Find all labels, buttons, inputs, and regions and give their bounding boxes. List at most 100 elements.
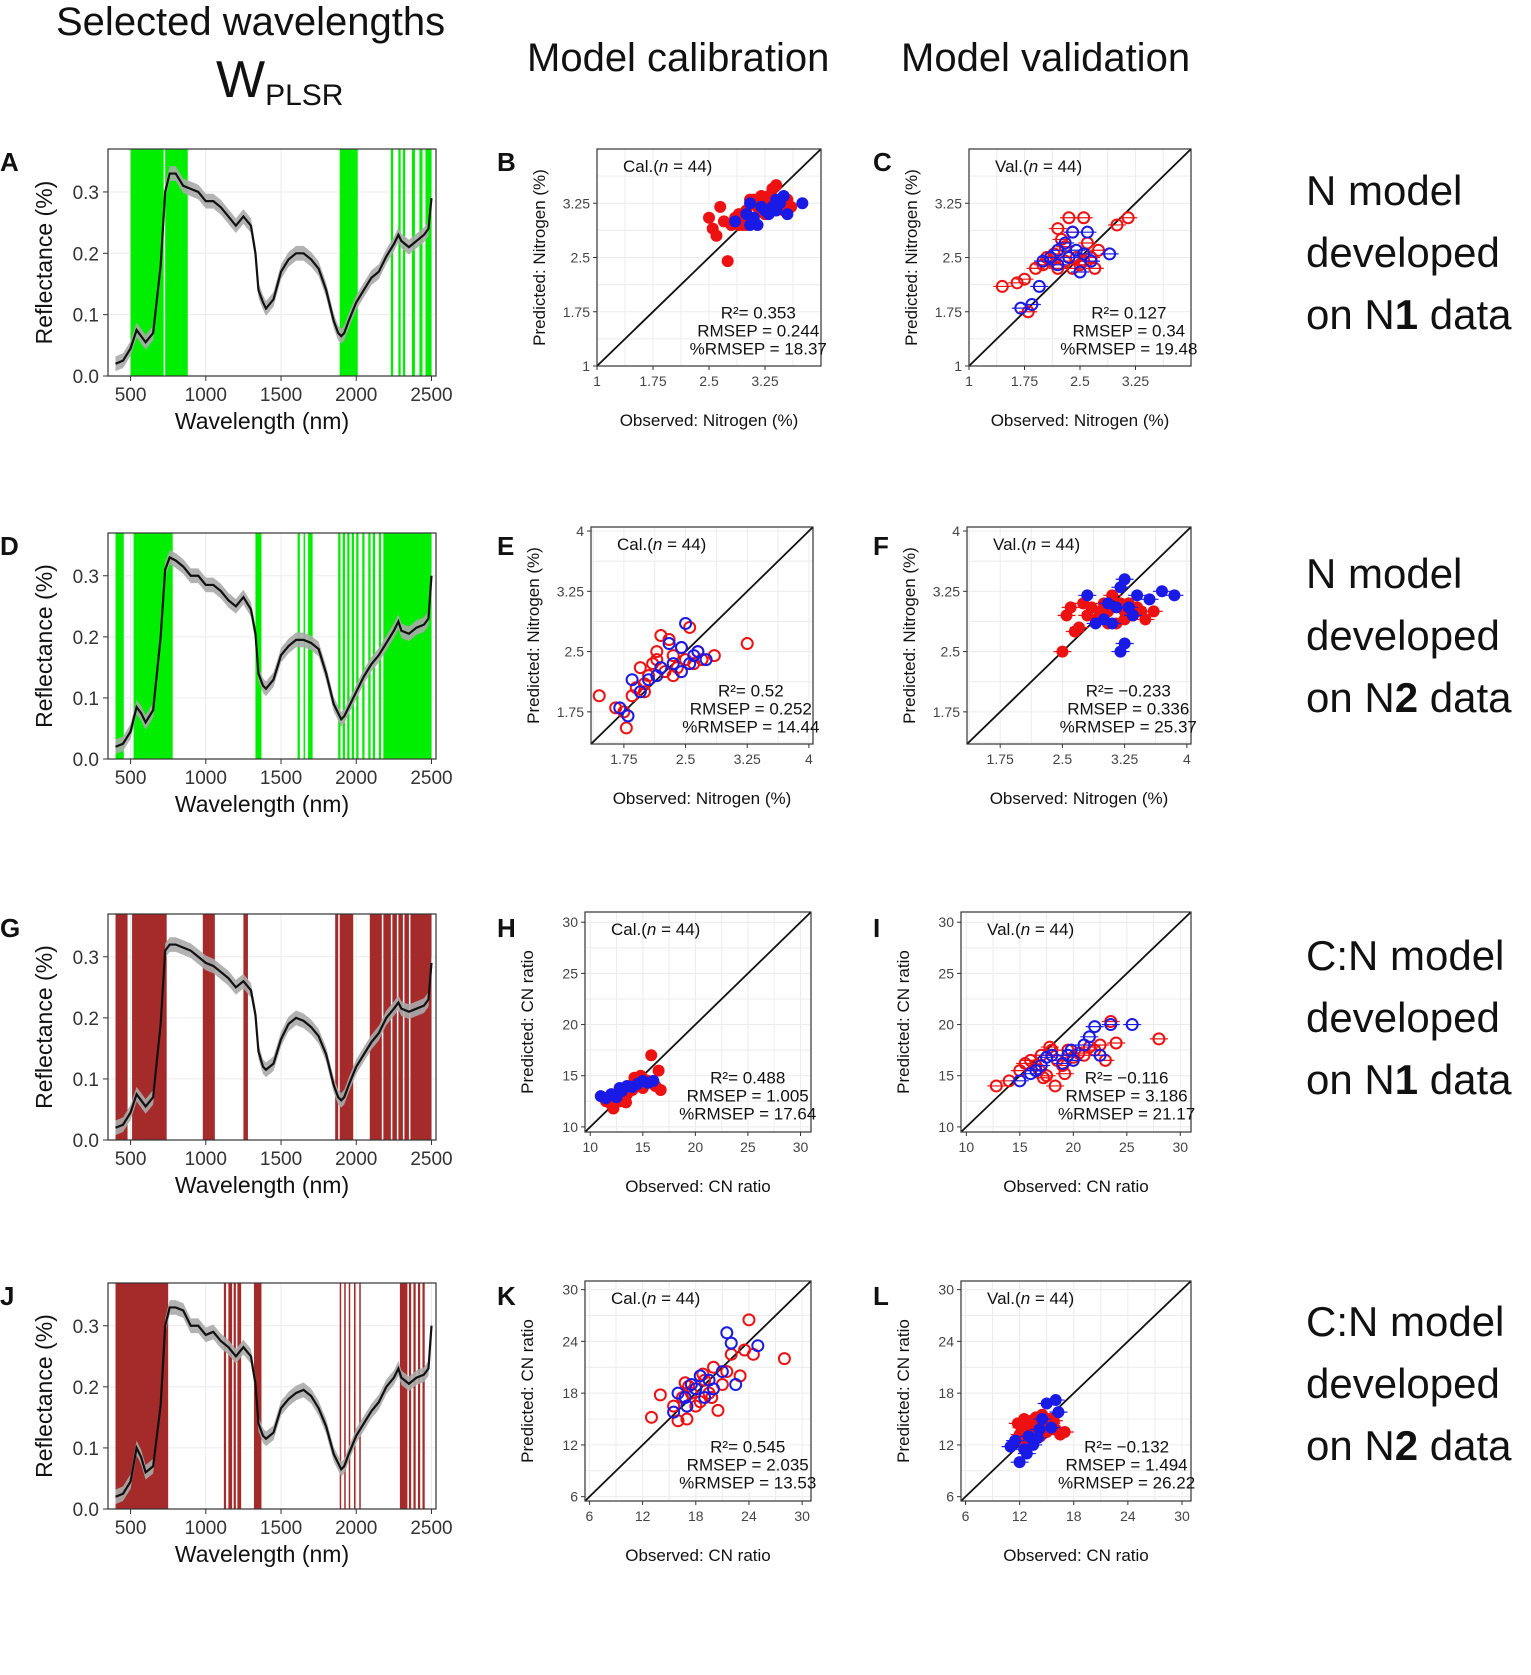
row-label-3-line1: C:N model — [1306, 932, 1505, 979]
data-point-red — [678, 1376, 692, 1390]
data-point-red — [637, 685, 651, 699]
panel-d: 500 1000 1500 2000 2500 0.0 0.1 0.2 0.3 Wavelengt… — [31, 532, 453, 817]
panel-letter-e: E — [497, 531, 515, 561]
panel-g: 500 1000 1500 2000 2500 0.0 0.1 0.2 0.3 Wavelengt… — [31, 913, 453, 1198]
row-label-2-num: 2 — [1394, 674, 1419, 721]
x-tick-label: 18 — [1066, 1508, 1082, 1524]
selected-band — [202, 914, 215, 1140]
plot-border — [590, 526, 814, 745]
x-tick-label: 20 — [1066, 1139, 1082, 1155]
y-tick-label: 3.25 — [935, 195, 962, 211]
row-label-2-line1: N model — [1306, 550, 1463, 597]
x-axis-label: Observed: CN ratio — [625, 1177, 771, 1196]
x-tick-label: 2000 — [335, 385, 377, 406]
data-point-red — [1084, 251, 1098, 264]
data-point-blue — [1014, 301, 1028, 315]
x-tick-label: 1500 — [260, 385, 302, 406]
y-tick-label: 18 — [562, 1385, 578, 1401]
data-point-red — [1058, 254, 1072, 268]
data-point-blue — [781, 208, 794, 221]
data-point-blue — [679, 616, 693, 630]
data-point-red — [777, 1352, 791, 1366]
x-axis-label: Observed: Nitrogen (%) — [613, 789, 792, 808]
data-point-red — [1047, 247, 1061, 261]
y-tick-label: 24 — [562, 1333, 578, 1349]
x-axis-label: Observed: Nitrogen (%) — [991, 411, 1170, 430]
data-point-red — [592, 689, 606, 703]
y-tick-label: 12 — [938, 1437, 954, 1453]
y-axis-label: Predicted: CN ratio — [518, 950, 537, 1094]
data-point-blue — [1045, 1421, 1058, 1434]
data-point-blue — [633, 685, 647, 699]
data-point-blue — [1088, 1020, 1102, 1034]
mean-spectrum-line — [115, 172, 433, 365]
x-tick-label: 1500 — [260, 768, 302, 789]
data-point-red — [770, 179, 783, 192]
x-tick-label: 1500 — [260, 1518, 302, 1539]
panel-letter-c: C — [873, 147, 892, 177]
row-label-1-line2: developed — [1306, 229, 1500, 276]
row-label-4: C:N model developed on N2 data — [1306, 1291, 1512, 1477]
rmsep-stat: RMSEP = 0.252 — [690, 699, 812, 718]
row-label-2-pre: on N — [1306, 674, 1395, 721]
data-point-red — [1109, 1036, 1123, 1050]
y-tick-label: 3.25 — [557, 583, 584, 599]
x-tick-label: 2.5 — [1053, 751, 1073, 767]
one-to-one-line — [960, 911, 1192, 1133]
selected-band — [398, 914, 403, 1140]
y-tick-label: 0.0 — [73, 367, 99, 388]
selected-band — [223, 1283, 227, 1509]
r2-stat: R²= 0.127 — [1091, 303, 1166, 322]
y-tick-label: 0.0 — [73, 750, 99, 771]
data-point-blue — [1081, 589, 1094, 602]
y-axis-label: Reflectance (%) — [31, 564, 57, 728]
x-axis-label: Observed: Nitrogen (%) — [620, 411, 799, 430]
selected-band — [348, 1283, 351, 1509]
data-point-red — [1015, 1421, 1028, 1434]
r2-stat: R²= −0.116 — [1085, 1069, 1169, 1088]
panel-i: 10 15 20 25 30 10 15 20 25 30 Observed: CN ratio Pr… — [894, 911, 1195, 1196]
data-point-red — [653, 1388, 667, 1402]
x-tick-label: 30 — [1173, 1139, 1189, 1155]
x-tick-label: 10 — [582, 1139, 598, 1155]
data-point-blue — [1104, 1018, 1118, 1032]
y-tick-label: 6 — [946, 1489, 954, 1505]
y-tick-label: 2.5 — [941, 644, 961, 660]
data-point-red — [1062, 211, 1076, 225]
selected-band — [115, 533, 124, 759]
panel-letter-l: L — [873, 1281, 889, 1311]
selected-band — [356, 533, 359, 759]
r2-stat: R²= 0.353 — [721, 303, 796, 322]
panel-e: 1.75 2.5 3.25 4 1.75 2.5 3.25 4 Observed: Nitrog… — [524, 523, 819, 808]
y-tick-label: 0.1 — [73, 1439, 99, 1460]
data-point-red — [633, 661, 647, 675]
y-tick-label: 1.75 — [935, 304, 962, 320]
data-point-red — [740, 637, 754, 651]
x-axis-label: Wavelength (nm) — [175, 1541, 349, 1567]
data-point-red — [1048, 1079, 1062, 1093]
x-tick-label: 1 — [593, 373, 601, 389]
y-tick-label: 1 — [954, 358, 962, 374]
y-tick-label: 1.75 — [557, 704, 584, 720]
data-point-red — [995, 279, 1009, 293]
x-tick-label: 6 — [586, 1508, 594, 1524]
data-point-blue — [1080, 225, 1094, 239]
selected-band — [425, 149, 432, 376]
data-point-red — [650, 645, 664, 659]
data-point-red — [742, 1313, 756, 1327]
y-tick-label: 2.5 — [571, 250, 591, 266]
panel-a: 500 1000 1500 2000 2500 0.0 0.1 0.2 0.3 Wavelengt… — [31, 148, 453, 434]
x-tick-label: 1500 — [260, 1149, 302, 1170]
row-label-1-pre: on N — [1306, 291, 1395, 338]
sample-size-annotation: Val.(n = 44) — [995, 157, 1082, 176]
data-point-blue — [1052, 1406, 1065, 1419]
data-point-blue — [796, 197, 809, 210]
y-axis-label: Predicted: CN ratio — [518, 1319, 537, 1463]
row-label-4-line2: developed — [1306, 1360, 1500, 1407]
data-point-blue — [1049, 1394, 1062, 1407]
percent-rmsep-stat: %RMSEP = 25.37 — [1060, 717, 1197, 736]
data-point-blue — [1033, 1423, 1046, 1436]
selected-band — [404, 914, 409, 1140]
one-to-one-line — [960, 1280, 1192, 1502]
selected-band — [165, 149, 188, 376]
